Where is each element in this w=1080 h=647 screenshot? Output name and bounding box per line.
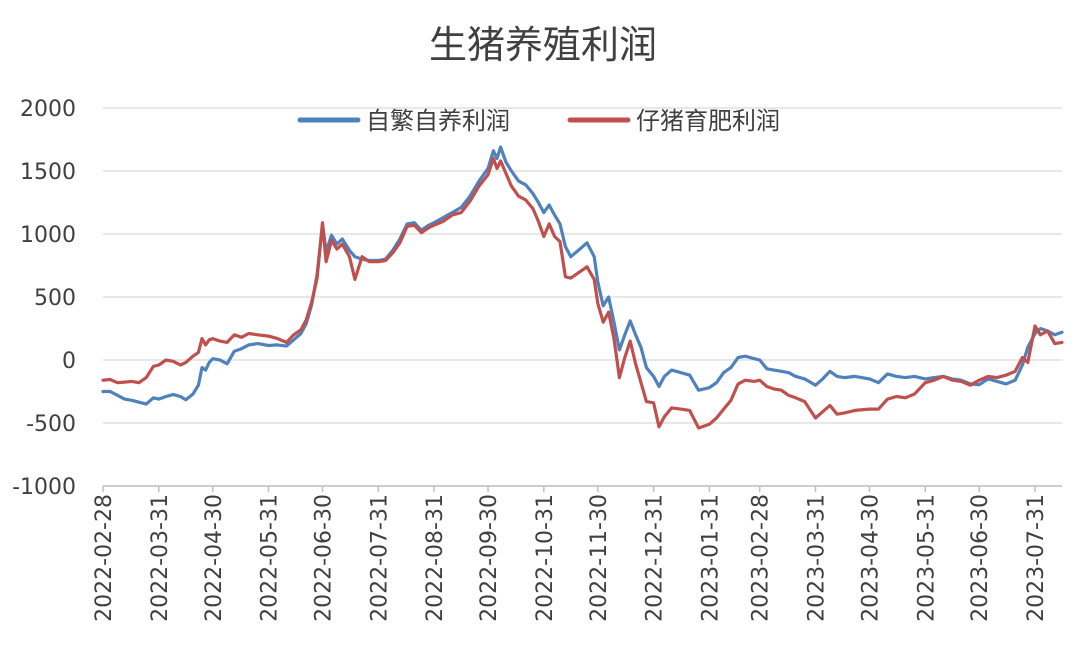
series-line-1	[101, 145, 1064, 406]
x-tick-label: 2022-09-30	[477, 494, 502, 622]
y-tick-label: -500	[26, 412, 76, 437]
y-tick-label: 2000	[20, 97, 76, 122]
series-lines	[101, 145, 1064, 430]
x-tick-label: 2022-04-30	[202, 494, 227, 622]
x-tick-label: 2023-05-31	[914, 494, 939, 622]
x-tick-label: 2022-07-31	[367, 494, 392, 622]
chart-title: 生猪养殖利润	[429, 23, 657, 67]
legend-label-2: 仔猪育肥利润	[636, 107, 780, 135]
x-tick-label: 2023-06-30	[968, 494, 993, 622]
x-tick-label: 2023-07-31	[1024, 494, 1049, 622]
series-line-2	[101, 156, 1064, 430]
x-tick-label: 2022-03-31	[148, 494, 173, 622]
grid-lines	[103, 107, 1062, 487]
x-tick-label: 2022-05-31	[258, 494, 283, 622]
y-axis-ticks: 2000 1500 1000 500 0 -500 -1000	[12, 97, 76, 500]
x-tick-label: 2022-11-30	[587, 494, 612, 622]
x-tick-label: 2023-04-30	[858, 494, 883, 622]
x-axis-ticks: 2022-02-28 2022-03-31 2022-04-30 2022-05-31…	[92, 485, 1062, 622]
legend: 自繁自养利润 仔猪育肥利润	[297, 107, 780, 135]
x-tick-label: 2023-03-31	[805, 494, 830, 622]
x-tick-label: 2022-12-31	[643, 494, 668, 622]
y-tick-label: -1000	[12, 475, 76, 500]
legend-item-1: 自繁自养利润	[297, 107, 510, 135]
x-tick-label: 2022-06-30	[312, 494, 337, 622]
x-tick-label: 2023-01-31	[698, 494, 723, 622]
y-tick-label: 0	[62, 349, 76, 374]
x-tick-label: 2022-10-31	[533, 494, 558, 622]
legend-label-1: 自繁自养利润	[366, 107, 510, 135]
y-tick-label: 1500	[20, 160, 76, 185]
y-tick-label: 1000	[20, 223, 76, 248]
x-tick-label: 2022-02-28	[92, 494, 117, 622]
x-tick-label: 2022-08-31	[423, 494, 448, 622]
x-tick-label: 2023-02-28	[749, 494, 774, 622]
legend-item-2: 仔猪育肥利润	[567, 107, 780, 135]
y-tick-label: 500	[34, 286, 76, 311]
